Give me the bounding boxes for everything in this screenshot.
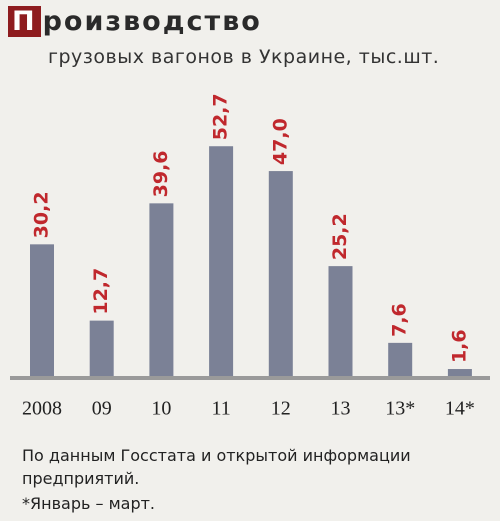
footnote: *Январь – март. bbox=[22, 494, 156, 513]
x-tick-label: 12 bbox=[271, 398, 291, 420]
x-tick-label: 14* bbox=[445, 398, 475, 420]
bar bbox=[30, 244, 54, 376]
value-label: 52,7 bbox=[210, 93, 232, 140]
bar bbox=[268, 171, 293, 376]
x-tick-label: 13 bbox=[331, 398, 351, 420]
x-tick-label: 09 bbox=[92, 398, 112, 420]
source-note: По данным Госстата и открытой информации… bbox=[22, 446, 411, 488]
bar bbox=[388, 342, 413, 376]
chart-subtitle: грузовых вагонов в Украине, тыс.шт. bbox=[48, 46, 440, 68]
bar bbox=[209, 146, 234, 376]
x-tick-label: 11 bbox=[211, 398, 230, 420]
bar bbox=[328, 266, 353, 376]
value-label: 7,6 bbox=[389, 303, 411, 337]
bar bbox=[89, 320, 114, 376]
value-label: 47,0 bbox=[269, 118, 291, 165]
x-tick-label: 13* bbox=[385, 398, 415, 420]
x-tick-label: 10 bbox=[151, 398, 171, 420]
bar bbox=[149, 203, 174, 376]
value-label: 30,2 bbox=[31, 191, 53, 238]
x-tick-label: 2008 bbox=[22, 398, 62, 420]
value-label: 25,2 bbox=[329, 213, 351, 260]
value-label: 39,6 bbox=[150, 150, 172, 197]
chart-title: Производство bbox=[12, 6, 262, 37]
value-label: 1,6 bbox=[448, 329, 470, 363]
value-label: 12,7 bbox=[90, 268, 112, 315]
bar bbox=[447, 369, 472, 376]
